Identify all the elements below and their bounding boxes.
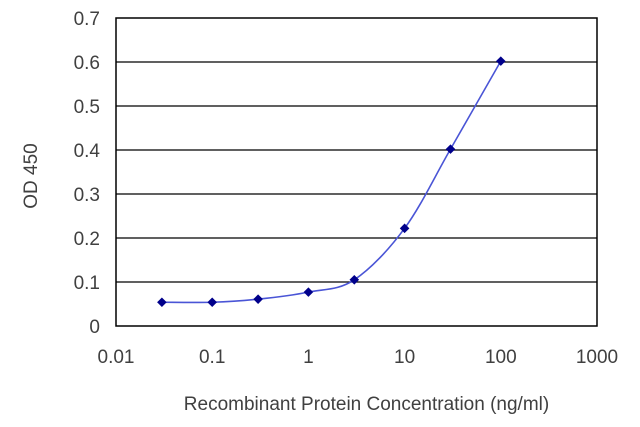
y-tick-label: 0.7 [74, 9, 100, 30]
data-point [445, 144, 456, 154]
x-tick-label: 10 [394, 347, 415, 368]
series-line [161, 60, 502, 304]
series-layer [161, 60, 502, 304]
y-tick-label: 0.3 [74, 185, 100, 206]
data-point [496, 56, 506, 66]
x-tick-labels: 0.01 0.1 1 10 100 1000 [98, 347, 619, 368]
x-tick-label: 0.1 [199, 347, 225, 368]
x-tick-label: 1000 [576, 347, 618, 368]
data-point [303, 287, 314, 297]
x-tick-label: 0.01 [98, 347, 135, 368]
data-point [207, 297, 217, 308]
y-tick-labels: 0 0.1 0.2 0.3 0.4 0.5 0.6 0.7 [74, 9, 101, 338]
x-tick-label: 1 [303, 347, 314, 368]
y-tick-label: 0.5 [74, 97, 100, 118]
data-point [157, 297, 167, 308]
plot-area-frame [115, 17, 598, 327]
grid-layer [116, 61, 597, 283]
marker-layer [157, 56, 506, 308]
x-axis-title: Recombinant Protein Concentration (ng/ml… [184, 394, 549, 415]
y-tick-label: 0.4 [74, 141, 101, 162]
y-axis-title: OD 450 [21, 143, 42, 208]
x-tick-label: 100 [485, 347, 517, 368]
data-point [253, 294, 263, 304]
y-tick-label: 0.1 [74, 273, 100, 294]
y-tick-label: 0 [89, 317, 100, 338]
y-tick-label: 0.2 [74, 229, 100, 250]
data-point [399, 223, 410, 234]
y-tick-label: 0.6 [74, 53, 100, 74]
data-point [349, 275, 360, 285]
